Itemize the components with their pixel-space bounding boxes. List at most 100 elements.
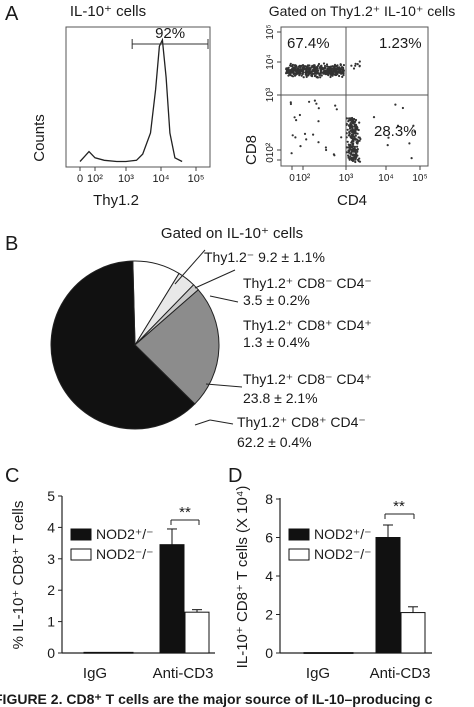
leader-line-4 bbox=[205, 383, 243, 388]
dotplot-event bbox=[333, 70, 336, 73]
bar bbox=[328, 652, 354, 654]
histogram-x-ticks: 0 10² 10³ 10⁴ 10⁵ bbox=[77, 167, 204, 185]
c-legend: NOD2⁺/⁻ NOD2⁻/⁻ bbox=[70, 526, 154, 562]
dotplot-event bbox=[316, 69, 319, 72]
dotplot-event bbox=[291, 75, 295, 78]
c-legend-label-ko: NOD2⁻/⁻ bbox=[96, 546, 154, 562]
c-bars bbox=[83, 528, 210, 654]
dotplot-events bbox=[285, 60, 416, 164]
d-ylabel: IL-10⁺ CD8⁺ T cells (X 10⁴) bbox=[234, 486, 251, 669]
d-y-ticks: 0 2 4 6 8 bbox=[265, 491, 280, 661]
y-tick-label: 4 bbox=[47, 519, 55, 535]
dotplot-event bbox=[408, 142, 411, 145]
bar bbox=[303, 652, 329, 654]
dotplot-event bbox=[303, 68, 306, 71]
dotplot-event bbox=[352, 67, 356, 70]
d-legend: NOD2⁺/⁻ NOD2⁻/⁻ bbox=[288, 526, 372, 562]
dotplot-event bbox=[292, 71, 295, 75]
dotplot-event bbox=[317, 141, 320, 144]
dotplot-event bbox=[331, 70, 334, 73]
dotplot-event bbox=[291, 67, 294, 70]
dotplot-event bbox=[291, 63, 294, 66]
dotplot-event bbox=[352, 129, 355, 132]
dotplot-event bbox=[305, 71, 308, 74]
dotplot-event bbox=[324, 146, 327, 149]
dotplot-event bbox=[340, 66, 344, 69]
c-significance: ** bbox=[170, 504, 200, 525]
dotplot-event bbox=[303, 132, 307, 135]
bar-chart-c: 0 1 2 3 4 5 IgG Anti-CD3 % IL-10⁺ CD8⁺ T cell… bbox=[10, 488, 215, 682]
dotplot-y-tick-label: 0 bbox=[265, 157, 276, 163]
dotplot-event bbox=[358, 160, 362, 163]
dotplot-event bbox=[386, 144, 389, 147]
pie-label-2a: Thy1.2⁺ CD8⁻ CD4⁻ bbox=[243, 275, 372, 291]
dotplot-event bbox=[352, 118, 355, 121]
dotplot-event bbox=[354, 62, 357, 65]
c-y-ticks: 0 1 2 3 4 5 bbox=[47, 488, 62, 661]
bar bbox=[400, 612, 426, 654]
c-xtick-igg: IgG bbox=[83, 665, 107, 682]
pie-slice bbox=[50, 260, 196, 430]
dotplot-event bbox=[333, 73, 336, 76]
dotplot-event bbox=[356, 139, 359, 142]
dotplot-event bbox=[354, 64, 357, 67]
dotplot-event bbox=[302, 69, 305, 72]
dotplot-event bbox=[349, 122, 352, 125]
dotplot-event bbox=[299, 145, 302, 148]
dotplot-event bbox=[295, 119, 298, 122]
dotplot-y-tick-label: 10⁴ bbox=[265, 54, 276, 69]
y-tick-label: 3 bbox=[47, 551, 55, 567]
dotplot-event bbox=[351, 135, 354, 139]
panel-label-d: D bbox=[228, 465, 242, 487]
histogram-title: IL-10⁺ cells bbox=[70, 3, 146, 20]
dotplot-event bbox=[329, 75, 332, 79]
gate-percent-label: 92% bbox=[155, 25, 185, 42]
quadrant-ur-label: 1.23% bbox=[379, 35, 422, 52]
dotplot-event bbox=[328, 65, 331, 69]
dotplot-event bbox=[342, 70, 345, 73]
dotplot-event bbox=[331, 74, 334, 77]
dotplot-event bbox=[311, 72, 314, 75]
histogram-x-tick-label: 10⁴ bbox=[153, 173, 170, 185]
dotplot-event bbox=[305, 75, 308, 78]
pie-label-1: Thy1.2⁻ 9.2 ± 1.1% bbox=[204, 249, 325, 265]
quadrant-lr-label: 28.3% bbox=[374, 123, 417, 140]
dotplot-event bbox=[312, 68, 315, 71]
dotplot-title: Gated on Thy1.2⁺ IL-10⁺ cells bbox=[269, 3, 456, 19]
dotplot-event bbox=[352, 145, 355, 148]
pie-label-2b: 3.5 ± 0.2% bbox=[243, 292, 310, 308]
d-xtick-igg: IgG bbox=[306, 665, 330, 682]
dotplot-event bbox=[285, 70, 288, 73]
histogram-x-tick-label: 10² bbox=[87, 173, 103, 185]
d-xtick-anticd3: Anti-CD3 bbox=[370, 665, 431, 682]
dotplot-event bbox=[334, 104, 337, 107]
dotplot-event bbox=[324, 70, 328, 73]
pie-slices bbox=[50, 260, 220, 430]
dotplot-y-tick-label: 10² bbox=[265, 142, 276, 157]
dotplot-x-tick-label: 10³ bbox=[339, 173, 354, 184]
histogram-x-tick-label: 0 bbox=[77, 173, 83, 185]
dotplot-event bbox=[291, 134, 294, 137]
dotplot-event bbox=[356, 63, 359, 66]
dotplot-event bbox=[353, 131, 356, 134]
c-legend-swatch-ko bbox=[70, 548, 92, 561]
dotplot-event bbox=[347, 150, 350, 153]
dotplot-x-ticks: 0 10² 10³ 10⁴ 10⁵ bbox=[289, 166, 428, 184]
dotplot-event bbox=[287, 66, 290, 69]
dotplot-event bbox=[300, 64, 303, 67]
dotplot-event bbox=[299, 72, 302, 75]
dotplot-event bbox=[356, 126, 359, 129]
dotplot-event bbox=[356, 145, 359, 148]
pie-panel: Gated on IL-10⁺ cells Thy1.2⁻ 9.2 ± 1.1%… bbox=[50, 225, 372, 450]
dotplot-event bbox=[350, 118, 353, 121]
dotplot-event bbox=[349, 152, 352, 155]
dotplot-panel: Gated on Thy1.2⁺ IL-10⁺ cells 67.4% 1.23… bbox=[243, 3, 455, 209]
dotplot-event bbox=[290, 152, 293, 155]
dotplot-event bbox=[317, 72, 320, 75]
dotplot-event bbox=[351, 143, 354, 146]
dotplot-x-tick-label: 10⁵ bbox=[412, 173, 427, 184]
dotplot-event bbox=[356, 132, 359, 135]
histogram-frame bbox=[65, 26, 211, 168]
